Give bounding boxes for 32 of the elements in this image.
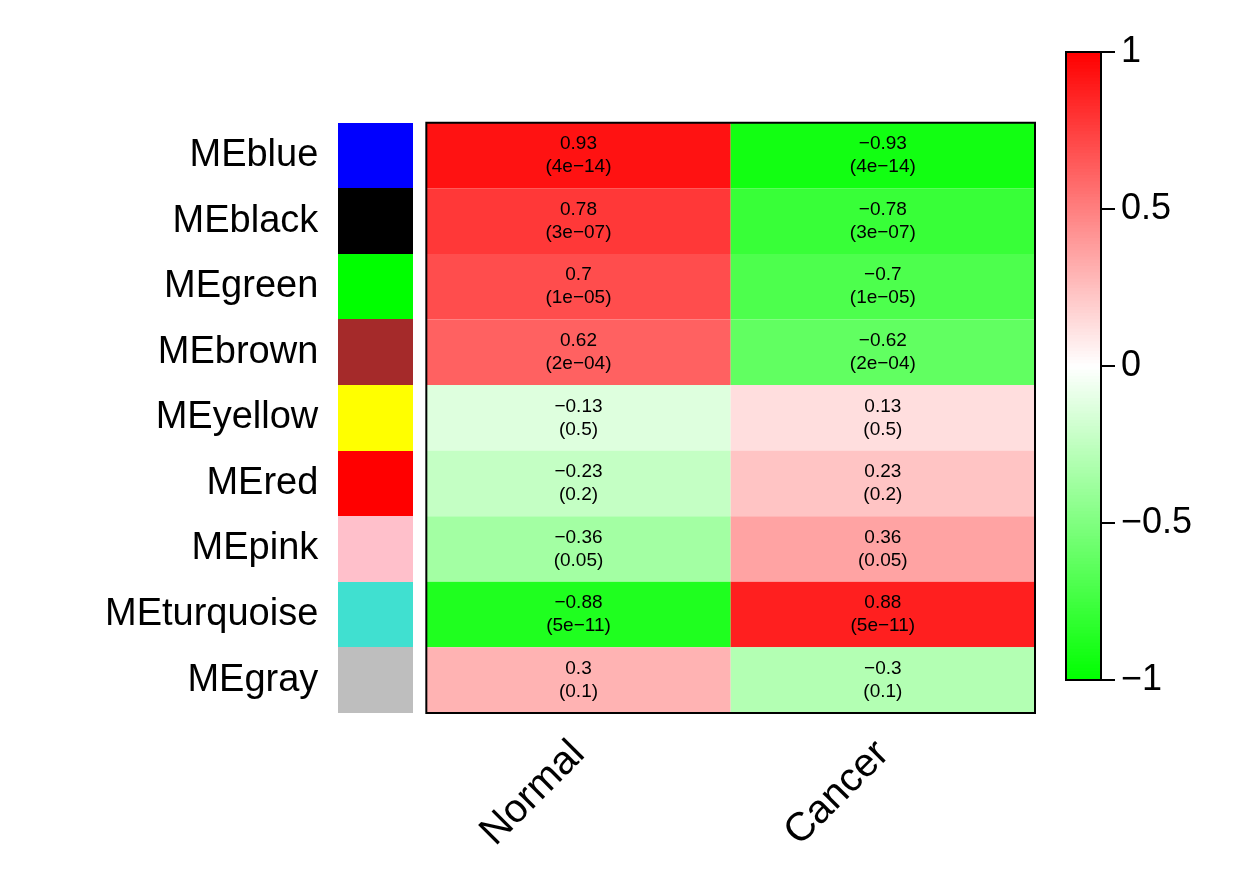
- y-tick-label: MEgreen: [164, 263, 319, 306]
- y-tick-label: MEblack: [172, 197, 320, 240]
- data-label: −0.3 (0.1): [863, 656, 903, 701]
- y-tick-label: MEred: [206, 459, 319, 502]
- data-label: −0.93 (4e−14): [849, 132, 916, 177]
- data-label: −0.36 (0.05): [553, 525, 604, 570]
- y-tick-label: MEbrown: [157, 328, 319, 371]
- data-label: −0.7 (1e−05): [849, 263, 916, 308]
- y-tick-label: MEpink: [191, 525, 320, 568]
- color-bar-label: 0: [1121, 342, 1142, 384]
- data-label: 0.78 (3e−07): [545, 197, 612, 242]
- color-bar-label: −1: [1121, 656, 1163, 698]
- data-label: −0.13 (0.5): [554, 394, 603, 439]
- y-tick-label: MEyellow: [155, 394, 319, 437]
- y-tick-label: MEblue: [189, 132, 319, 175]
- data-label: 0.62 (2e−04): [545, 329, 612, 374]
- data-label: 0.88 (5e−11): [850, 591, 916, 636]
- data-label: 0.7 (1e−05): [545, 263, 612, 308]
- data-label: 0.23 (0.2): [863, 460, 903, 505]
- y-tick-label: MEturquoise: [105, 591, 319, 634]
- data-label: 0.13 (0.5): [863, 394, 903, 439]
- data-label: −0.62 (2e−04): [849, 329, 916, 374]
- data-label: −0.78 (3e−07): [849, 197, 916, 242]
- data-label: 0.36 (0.05): [858, 525, 908, 570]
- data-label: −0.88 (5e−11): [546, 591, 611, 636]
- y-tick-label: MEgray: [187, 656, 319, 699]
- data-label: 0.3 (0.1): [558, 656, 599, 701]
- data-label: 0.93 (4e−14): [545, 132, 612, 177]
- color-bar-label: −0.5: [1121, 499, 1193, 541]
- color-bar-label: 0.5: [1121, 185, 1172, 227]
- data-label: −0.23 (0.2): [554, 460, 603, 505]
- color-bar-label: 1: [1121, 28, 1142, 70]
